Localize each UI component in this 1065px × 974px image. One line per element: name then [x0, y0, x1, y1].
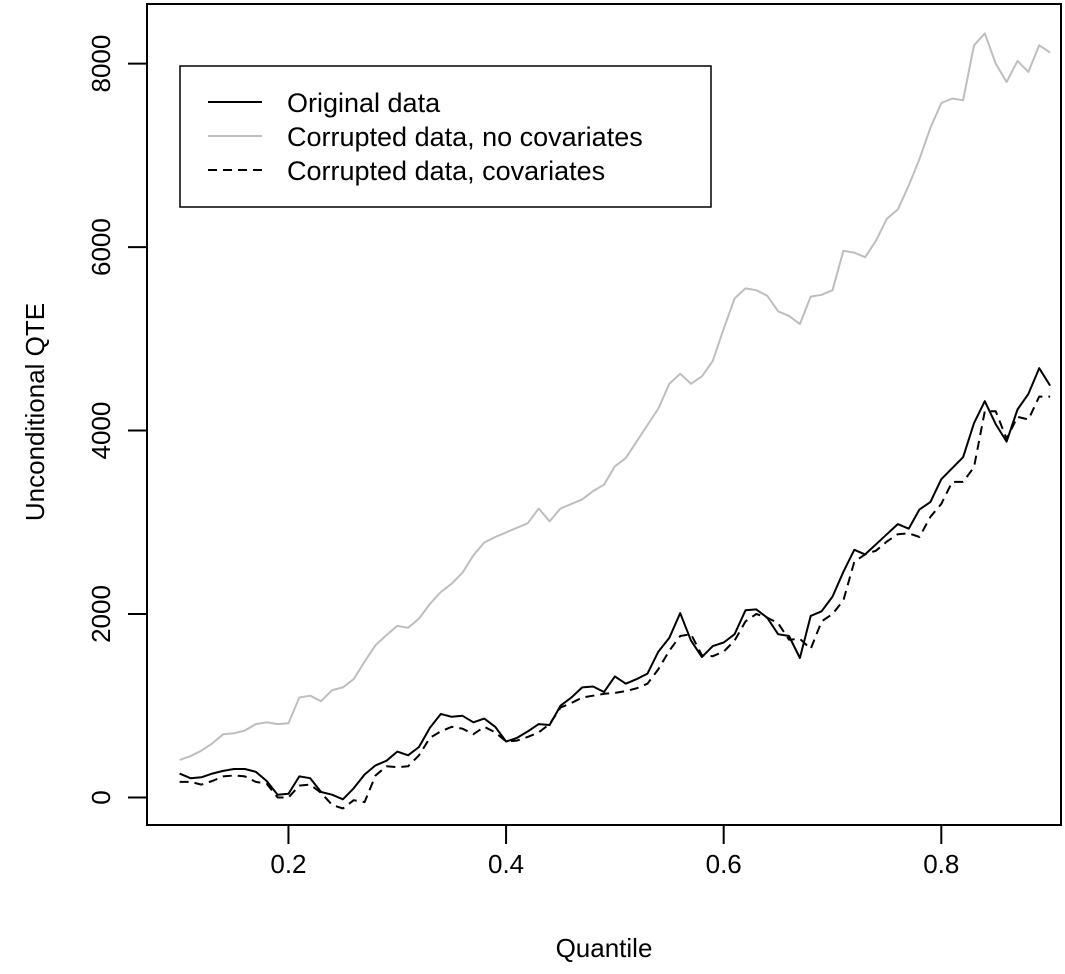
y-tick-label: 4000 [86, 402, 116, 460]
x-tick-label: 0.6 [706, 849, 742, 879]
legend-label: Corrupted data, covariates [287, 156, 605, 186]
y-axis-label: Unconditional QTE [20, 303, 50, 521]
x-tick-label: 0.2 [270, 849, 306, 879]
x-tick-label: 0.8 [923, 849, 959, 879]
series-line-0 [179, 367, 1051, 801]
series-line-2 [179, 395, 1051, 810]
y-tick-label: 0 [86, 790, 116, 804]
y-tick-label: 8000 [86, 35, 116, 93]
legend-label: Original data [287, 88, 441, 118]
x-tick-label: 0.4 [488, 849, 524, 879]
y-axis: 0 2000 4000 6000 8000 [86, 35, 148, 805]
x-axis-label: Quantile [556, 933, 653, 963]
series-layer [179, 32, 1051, 810]
y-tick-label: 6000 [86, 218, 116, 276]
legend-label: Corrupted data, no covariates [287, 122, 643, 152]
legend-box [179, 65, 712, 208]
x-axis: 0.2 0.4 0.6 0.8 [270, 824, 959, 879]
series-line-1 [179, 32, 1051, 761]
legend: Original data Corrupted data, no covariat… [179, 65, 712, 208]
y-tick-label: 2000 [86, 585, 116, 643]
